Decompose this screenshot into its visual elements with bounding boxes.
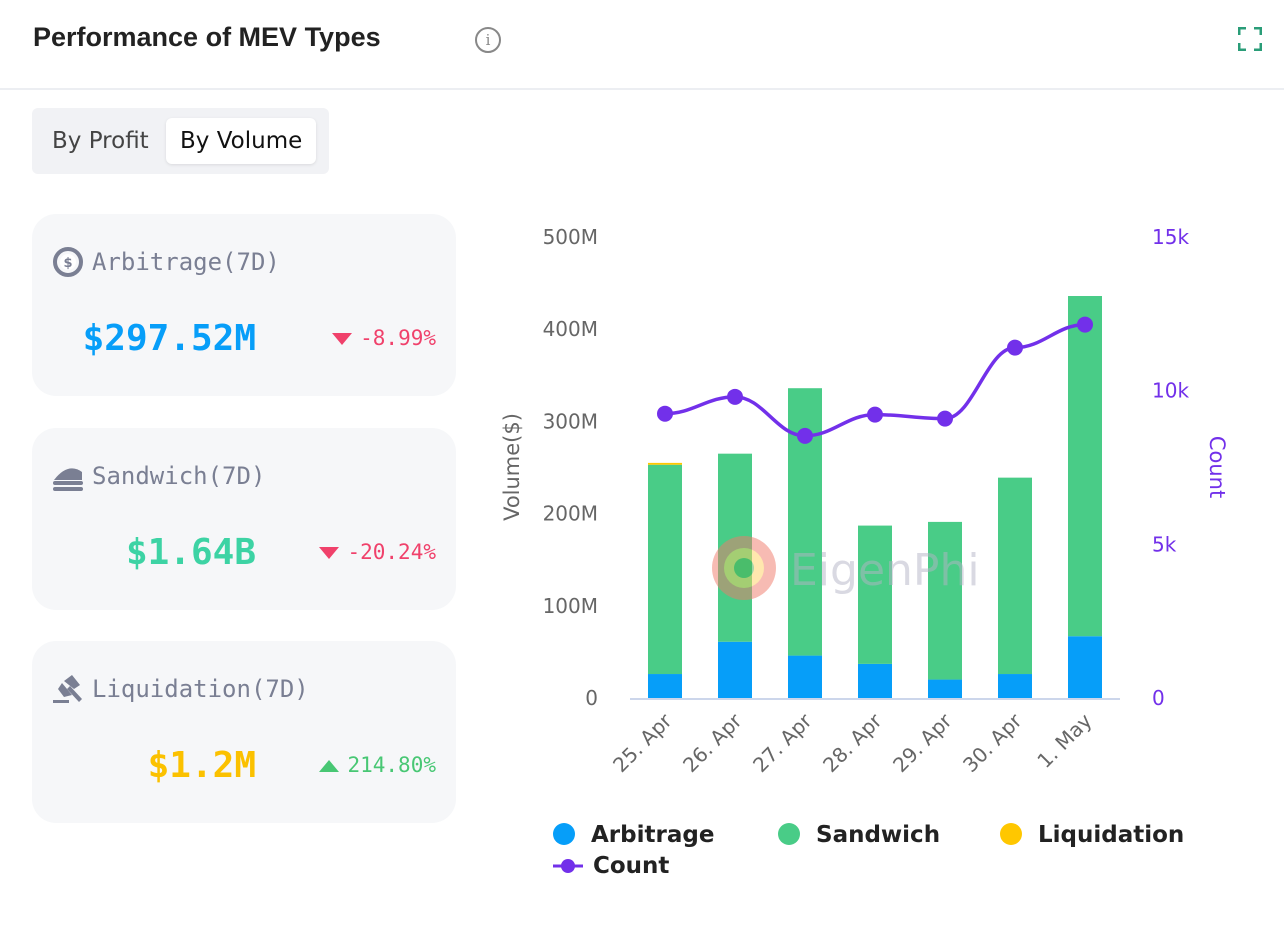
bar-sandwich xyxy=(998,477,1032,675)
legend-label: Arbitrage xyxy=(591,822,715,848)
bar-sandwich xyxy=(928,521,962,680)
x-tick-label: 28. Apr xyxy=(818,708,887,777)
header: Performance of MEV Types i xyxy=(0,0,1284,90)
y-tick-label: 200M xyxy=(543,502,598,526)
card-label: Arbitrage(7D) xyxy=(92,248,280,276)
card-change: -20.24% xyxy=(319,540,436,564)
card-label: Liquidation(7D) xyxy=(92,675,309,703)
legend-label: Liquidation xyxy=(1038,822,1185,848)
count-point xyxy=(867,406,883,423)
y-tick-label: 0 xyxy=(585,686,598,710)
svg-text:$: $ xyxy=(63,256,72,271)
y-tick-label: 100M xyxy=(543,594,598,618)
gavel-icon xyxy=(53,675,82,703)
card-value: $1.64B xyxy=(125,532,256,573)
page-title: Performance of MEV Types xyxy=(33,22,381,52)
sandwich-icon xyxy=(53,468,83,491)
down-arrow-icon xyxy=(319,547,340,559)
bar-sandwich xyxy=(648,464,682,675)
expand-icon[interactable] xyxy=(1238,27,1262,51)
legend-liquidation[interactable]: Liquidation xyxy=(1000,822,1184,848)
arbitrage-icon: $ xyxy=(53,247,83,277)
liquidation-card: Liquidation(7D) $1.2M 214.80% xyxy=(32,641,456,823)
legend-label: Sandwich xyxy=(816,822,941,848)
change-value: -20.24% xyxy=(347,540,436,564)
y2-axis-title: Count xyxy=(1205,436,1229,498)
legend-sandwich[interactable]: Sandwich xyxy=(778,822,940,848)
x-tick-label: 27. Apr xyxy=(748,708,817,777)
liquidation-dot-icon xyxy=(1000,823,1022,845)
x-tick-label: 26. Apr xyxy=(678,708,747,777)
x-tick-label: 1. May xyxy=(1032,708,1096,772)
bar-liquidation xyxy=(648,462,682,465)
x-tick-label: 25. Apr xyxy=(608,708,677,777)
info-icon[interactable]: i xyxy=(475,27,501,53)
bar-arbitrage xyxy=(998,674,1032,698)
card-value: $297.52M xyxy=(82,318,256,359)
by-volume-button[interactable]: By Volume xyxy=(166,118,317,164)
count-line-icon xyxy=(553,859,583,873)
arbitrage-card: $ Arbitrage(7D) $297.52M -8.99% xyxy=(32,214,456,396)
sandwich-card: Sandwich(7D) $1.64B -20.24% xyxy=(32,428,456,610)
y2-tick-label: 15k xyxy=(1152,225,1189,249)
count-point xyxy=(1007,339,1023,356)
sandwich-dot-icon xyxy=(778,823,800,845)
legend-count[interactable]: Count xyxy=(553,853,669,879)
x-tick-label: 29. Apr xyxy=(888,708,957,777)
y-axis-title: Volume($) xyxy=(500,413,524,521)
bar-arbitrage xyxy=(1068,636,1102,698)
change-value: -8.99% xyxy=(360,326,436,350)
y2-tick-label: 5k xyxy=(1152,532,1177,556)
legend-label: Count xyxy=(593,853,670,879)
count-point xyxy=(1077,316,1093,333)
card-value: $1.2M xyxy=(147,745,256,786)
x-tick-label: 30. Apr xyxy=(958,708,1027,777)
bar-arbitrage xyxy=(718,641,752,698)
bar-arbitrage xyxy=(788,655,822,698)
bar-sandwich xyxy=(1068,296,1102,637)
card-label: Sandwich(7D) xyxy=(92,462,266,490)
y-tick-label: 500M xyxy=(543,225,598,249)
card-change: -8.99% xyxy=(332,326,436,350)
count-point xyxy=(937,410,953,427)
bar-arbitrage xyxy=(858,663,892,698)
up-arrow-icon xyxy=(319,760,340,772)
by-profit-button[interactable]: By Profit xyxy=(52,128,149,154)
bar-arbitrage xyxy=(928,679,962,698)
count-point xyxy=(727,388,743,405)
bar-arbitrage xyxy=(648,674,682,698)
down-arrow-icon xyxy=(332,333,353,345)
arbitrage-dot-icon xyxy=(553,823,575,845)
watermark: EigenPhi xyxy=(712,536,980,600)
view-toggle: By Profit By Volume xyxy=(32,108,329,174)
legend-arbitrage[interactable]: Arbitrage xyxy=(553,822,714,848)
card-change: 214.80% xyxy=(319,753,436,777)
count-point xyxy=(797,427,813,444)
y-tick-label: 300M xyxy=(543,409,598,433)
change-value: 214.80% xyxy=(347,753,436,777)
bar-sandwich xyxy=(858,525,892,664)
count-point xyxy=(657,405,673,422)
watermark-text: EigenPhi xyxy=(790,545,980,596)
y2-tick-label: 10k xyxy=(1152,379,1189,403)
y2-tick-label: 0 xyxy=(1152,686,1165,710)
y-tick-label: 400M xyxy=(543,317,598,341)
